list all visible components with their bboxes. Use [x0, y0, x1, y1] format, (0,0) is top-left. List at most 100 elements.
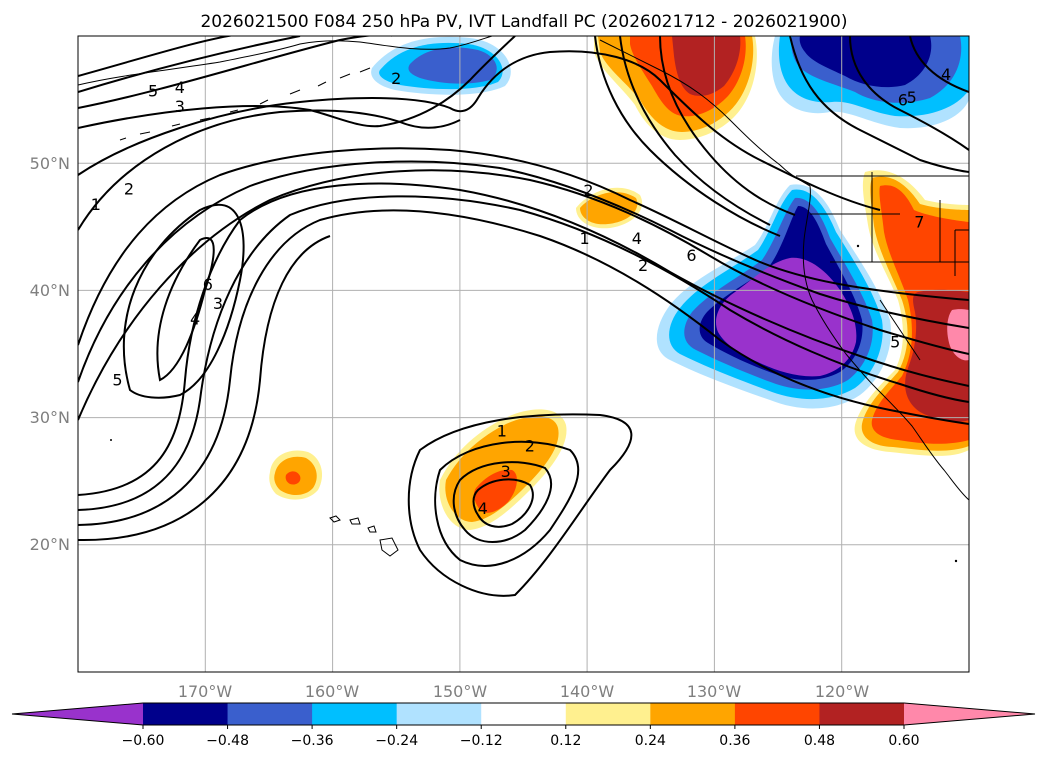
pv-contours	[78, 36, 969, 597]
island-dot	[110, 439, 112, 441]
contour-label: 1	[580, 229, 590, 248]
pv-contour	[78, 160, 969, 383]
pv-contour	[78, 147, 969, 346]
lon-tick-label: 150°W	[433, 682, 488, 701]
pv-contour	[122, 203, 245, 399]
contour-label: 5	[112, 370, 122, 389]
contour-label: 3	[175, 97, 185, 116]
colorbar-tick-label: 0.60	[888, 733, 919, 749]
colorbar-tick-label: 0.24	[635, 733, 666, 749]
contour-label: 7	[914, 213, 924, 232]
colorbar-tick-label: −0.60	[122, 733, 165, 749]
pv-contour	[78, 109, 461, 231]
shade-negative-ca	[715, 257, 857, 377]
lon-tick-label: 120°W	[815, 682, 870, 701]
contour-label: 2	[638, 256, 648, 275]
pv-contour	[78, 209, 969, 526]
colorbar-tick-label: 0.36	[719, 733, 750, 749]
lon-tick-label: 160°W	[305, 682, 360, 701]
contour-label: 6	[203, 275, 213, 294]
pv-contour	[594, 36, 781, 237]
aleutian-islands	[119, 67, 371, 141]
contour-label: 4	[478, 499, 488, 518]
colorbar-tick-label: 0.12	[550, 733, 581, 749]
colorbar-extend-max	[904, 703, 1035, 725]
pv-contour	[78, 195, 969, 511]
contour-label: 4	[190, 309, 200, 328]
shade-positive-interior	[947, 309, 969, 361]
contour-label: 5	[907, 88, 917, 107]
pv-contour	[78, 36, 392, 109]
pv-contour	[78, 36, 516, 129]
shade-negative-nw	[799, 36, 932, 88]
island-dot	[856, 244, 860, 248]
lat-tick-label: 30°N	[30, 408, 70, 427]
contour-label: 4	[941, 65, 951, 84]
pv-contour	[619, 36, 771, 226]
contour-label: 2	[391, 69, 401, 88]
shade-positive-hawaii	[473, 469, 517, 513]
colorbar-segment	[819, 703, 905, 725]
lat-tick-label: 40°N	[30, 281, 70, 300]
contour-label: 4	[175, 78, 185, 97]
colorbar-segment	[312, 703, 398, 725]
lat-tick-label: 20°N	[30, 535, 70, 554]
contour-label: 1	[497, 421, 507, 440]
colorbar-segment	[734, 703, 820, 725]
map-frame	[77, 35, 970, 673]
pv-contour	[789, 36, 969, 173]
pv-contour	[407, 413, 633, 597]
lon-tick-label: 130°W	[687, 682, 742, 701]
pv-contour	[78, 182, 969, 496]
pv-contour	[78, 169, 969, 421]
colorbar: −0.60 −0.48 −0.36 −0.24 −0.12 0.12 0.24 0.36 0.4…	[11, 702, 1036, 749]
colorbar-tick-label: −0.24	[375, 733, 418, 749]
shade-positive-west	[285, 471, 301, 485]
colorbar-segment	[143, 703, 229, 725]
contour-label: 2	[583, 181, 593, 200]
contour-label: 4	[632, 229, 642, 248]
coastlines	[78, 36, 969, 563]
contour-label: 6	[898, 91, 908, 110]
contour-label: 6	[686, 246, 696, 265]
alaska-coast	[78, 36, 493, 86]
contour-label: 3	[501, 462, 511, 481]
ivt-shading	[269, 36, 969, 530]
state-borders	[810, 172, 969, 361]
contour-label: 2	[525, 437, 535, 456]
pv-contour	[472, 478, 534, 528]
hawaii-islands	[329, 515, 399, 557]
chart-title: 2026021500 F084 250 hPa PV, IVT Landfall…	[200, 12, 847, 32]
graticule	[78, 36, 969, 672]
contour-label: 5	[890, 332, 900, 351]
pv-contour	[849, 36, 969, 151]
colorbar-extend-min	[12, 703, 143, 725]
colorbar-segment	[650, 703, 736, 725]
colorbar-tick-label: −0.48	[206, 733, 249, 749]
colorbar-segment	[481, 703, 567, 725]
colorbar-segment	[565, 703, 651, 725]
colorbar-tick-label: 0.48	[804, 733, 835, 749]
pv-contour	[659, 36, 796, 216]
lat-axis: 20°N 30°N 40°N 50°N	[30, 154, 70, 554]
lon-tick-label: 170°W	[178, 682, 233, 701]
pv-contour	[452, 461, 552, 543]
pv-contour	[78, 235, 331, 542]
colorbar-tick-label: −0.36	[291, 733, 334, 749]
contour-label: 3	[213, 294, 223, 313]
pv-contour	[156, 237, 215, 382]
lat-tick-label: 50°N	[30, 154, 70, 173]
pv-contour	[78, 36, 301, 93]
pv-contour	[434, 440, 580, 567]
shade-positive-bc	[672, 36, 741, 96]
lon-axis: 170°W 160°W 150°W 140°W 130°W 120°W	[178, 682, 870, 701]
colorbar-segment	[396, 703, 482, 725]
pv-contour	[78, 36, 235, 77]
colorbar-tick-label: −0.12	[460, 733, 503, 749]
contour-label: 2	[124, 180, 134, 199]
contour-label: 1	[91, 195, 101, 214]
pv-contour	[909, 36, 969, 93]
